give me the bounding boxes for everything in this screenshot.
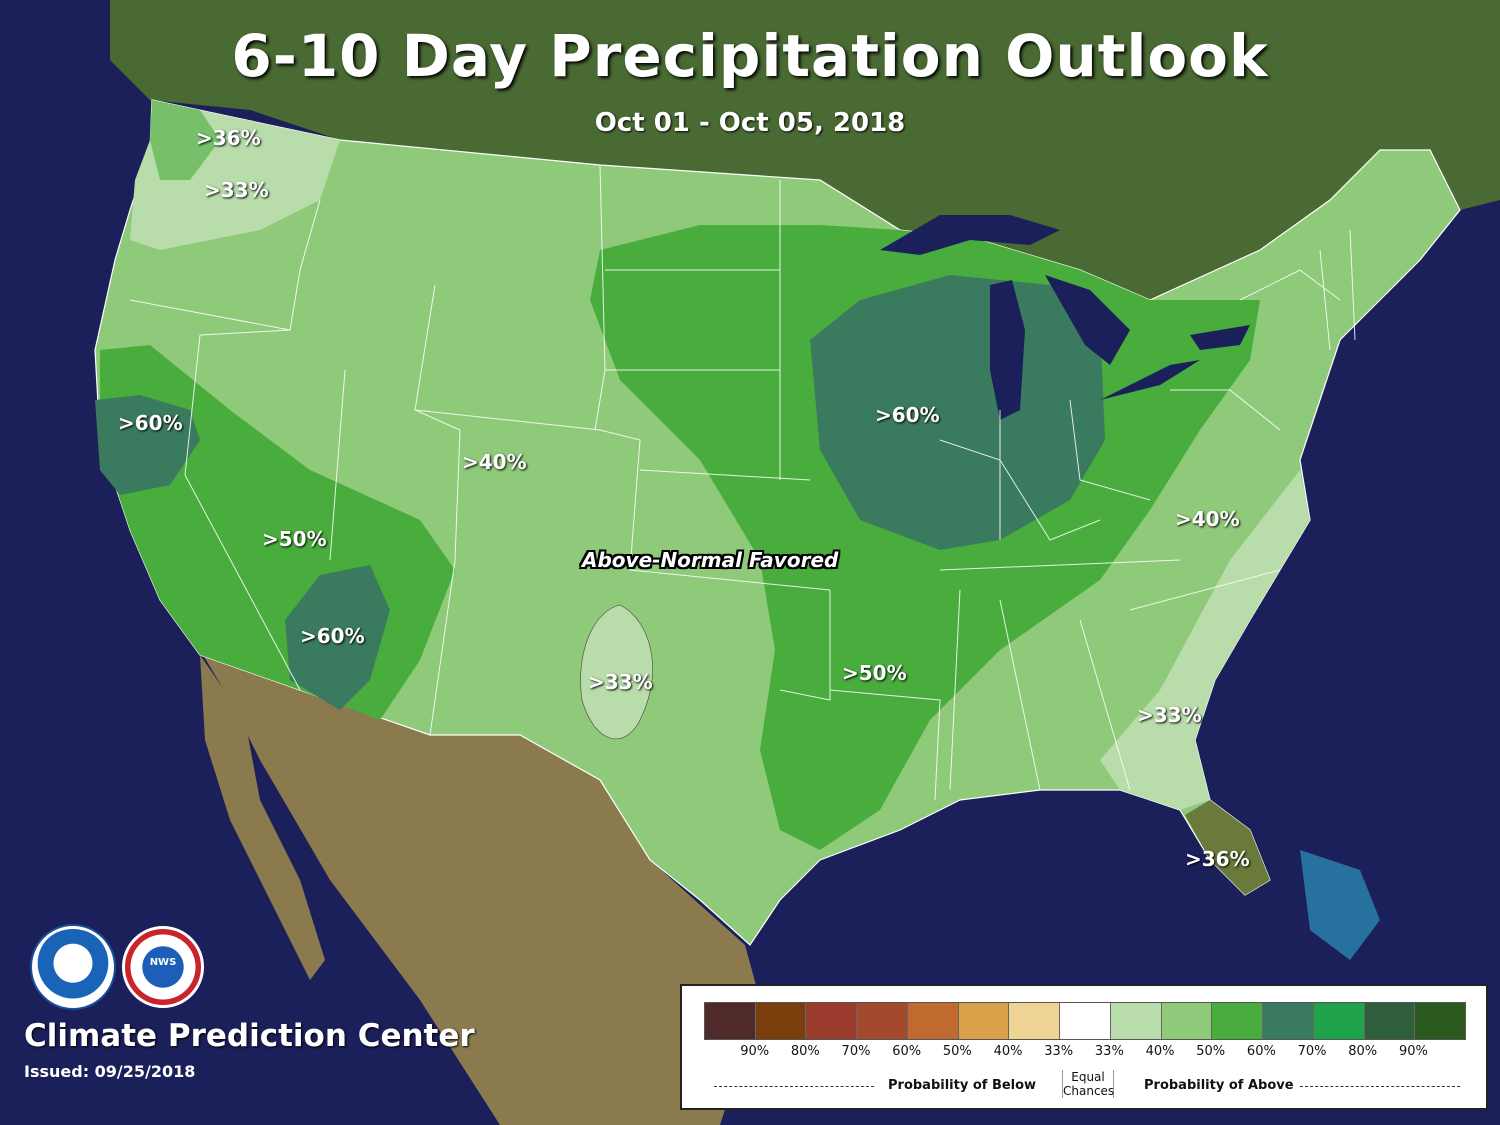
legend-swatch (857, 1003, 908, 1039)
legend-tick: 33% (1094, 1044, 1124, 1059)
organization-name: Climate Prediction Center (24, 1018, 475, 1054)
legend-tick: 60% (1246, 1044, 1276, 1059)
legend-tick: 80% (1348, 1044, 1378, 1059)
legend-swatch (1110, 1003, 1162, 1039)
legend-tick: 33% (1044, 1044, 1074, 1059)
issued-date: Issued: 09/25/2018 (24, 1062, 196, 1081)
label-nv-50: >50% (262, 527, 327, 551)
legend-swatch (705, 1003, 756, 1039)
baja-california (200, 655, 325, 980)
label-tx-33: >33% (588, 670, 653, 694)
legend-swatch (1009, 1003, 1061, 1039)
legend-swatch (1212, 1003, 1264, 1039)
below-arrow (714, 1086, 874, 1087)
nws-logo: NWS (122, 926, 204, 1008)
label-il-60: >60% (875, 403, 940, 427)
legend-tick: 70% (1297, 1044, 1327, 1059)
label-va-40: >40% (1175, 507, 1240, 531)
label-nw-33: >33% (204, 178, 269, 202)
map-subtitle: Oct 01 - Oct 05, 2018 (594, 108, 906, 138)
nw-36-region (150, 100, 220, 180)
legend-below-label: Probability of Below (888, 1078, 1037, 1093)
legend-equal-chances: Equal Chances (1062, 1070, 1115, 1098)
legend-swatch (806, 1003, 858, 1039)
legend-tick: 90% (1398, 1044, 1428, 1059)
legend-above-label: Probability of Above (1144, 1078, 1294, 1093)
label-ga-33: >33% (1137, 703, 1202, 727)
bahamas (1300, 850, 1380, 960)
az-60-region (285, 565, 390, 710)
lake-erie (1100, 360, 1200, 400)
legend-swatch (1313, 1003, 1365, 1039)
legend-tick: 90% (740, 1044, 770, 1059)
label-ar-50: >50% (842, 661, 907, 685)
noaa-logo: NOAA (32, 926, 114, 1008)
legend-swatch (755, 1003, 807, 1039)
legend-tick: 50% (1196, 1044, 1226, 1059)
label-az-60: >60% (300, 624, 365, 648)
label-co-40: >40% (462, 450, 527, 474)
legend-tick: 60% (892, 1044, 922, 1059)
legend-ticks: 90% 80% 70% 60% 50% 40% 33% 33% 40% 50% 60% 70% 80% 9… (704, 1044, 1464, 1059)
legend-color-bar (704, 1002, 1466, 1040)
category-label: Above-Normal Favored (582, 548, 839, 572)
label-ca-60: >60% (118, 411, 183, 435)
legend-tick: 50% (942, 1044, 972, 1059)
lake-michigan (990, 280, 1025, 420)
label-fl-36: >36% (1185, 847, 1250, 871)
tx-33-region (580, 604, 653, 740)
midwest-60-region (810, 275, 1105, 550)
legend-swatch (1415, 1003, 1466, 1039)
lake-huron (1045, 275, 1130, 365)
fl-36-region (1185, 800, 1270, 895)
legend-tick: 70% (841, 1044, 871, 1059)
legend-swatch (1161, 1003, 1213, 1039)
se-33-region (1100, 470, 1310, 810)
lake-ontario (1190, 325, 1250, 350)
legend: 90% 80% 70% 60% 50% 40% 33% 33% 40% 50% 60% 70% 80% 9… (680, 984, 1488, 1110)
legend-swatch (1060, 1003, 1111, 1039)
legend-tick: 80% (790, 1044, 820, 1059)
legend-swatch (907, 1003, 959, 1039)
legend-swatch (1263, 1003, 1314, 1039)
legend-tick: 40% (993, 1044, 1023, 1059)
above-arrow (1300, 1086, 1460, 1087)
legend-tick: 40% (1145, 1044, 1175, 1059)
lake-superior (880, 215, 1060, 255)
ca-60-region (95, 395, 200, 495)
legend-swatch (958, 1003, 1010, 1039)
canada-land (110, 0, 1500, 300)
legend-swatch (1364, 1003, 1416, 1039)
state-borders (129, 164, 1356, 801)
map-title: 6-10 Day Precipitation Outlook (231, 22, 1269, 90)
mexico-land (200, 650, 760, 1125)
label-nw-36: >36% (196, 126, 261, 150)
